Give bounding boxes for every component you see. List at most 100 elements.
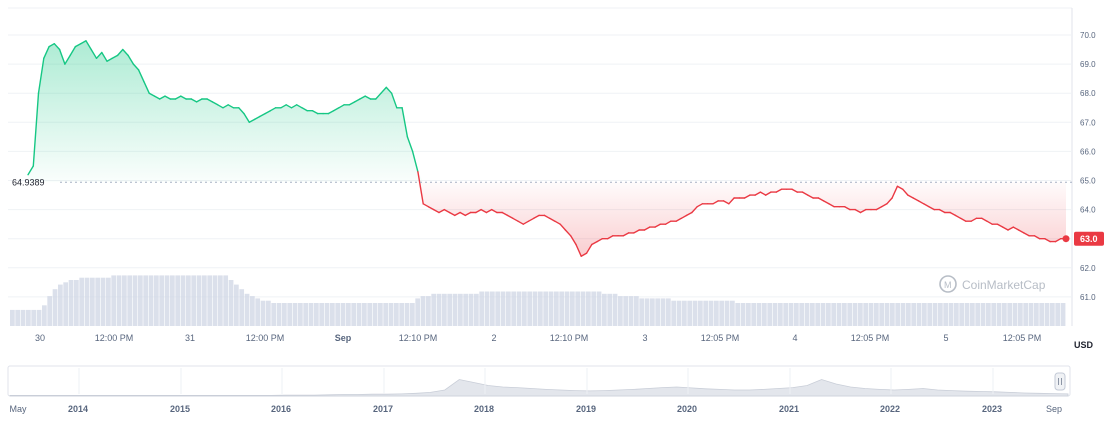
volume-bar: [815, 303, 821, 326]
price-segment: [243, 112, 251, 124]
price-segment: [996, 223, 1004, 228]
volume-bar: [964, 303, 970, 326]
price-segment: [354, 98, 361, 103]
x-tick-label: 5: [943, 333, 948, 343]
volume-bar: [36, 309, 42, 326]
price-segment: [385, 86, 393, 94]
volume-bar: [772, 303, 778, 326]
volume-bar: [276, 303, 282, 326]
price-segment: [422, 203, 430, 208]
price-segment: [111, 54, 119, 59]
time-navigator[interactable]: May 2014 2015 2016 2017 2018 2019 2020 2021 2022 2…: [7, 365, 1071, 414]
volume-bar: [319, 303, 325, 326]
price-segment: [32, 92, 40, 167]
volume-bar: [303, 303, 309, 326]
volume-bar: [484, 291, 490, 326]
volume-bar: [580, 291, 586, 326]
volume-bar: [164, 275, 170, 326]
volume-bar: [436, 293, 442, 326]
currency-label: USD: [1074, 340, 1094, 350]
volume-bar: [596, 291, 602, 326]
area-below-reference: [28, 182, 1066, 257]
price-segment: [164, 95, 172, 100]
price-segment: [896, 185, 904, 190]
navigator-handle[interactable]: [1054, 372, 1066, 391]
volume-bar: [298, 303, 303, 326]
volume-bar: [159, 275, 165, 326]
volume-bar: [703, 300, 709, 326]
x-tick-label: 12:00 PM: [246, 333, 285, 343]
volume-bar: [810, 303, 815, 326]
price-segment: [580, 252, 588, 257]
volume-bar: [138, 275, 143, 326]
price-segment: [548, 217, 556, 222]
volume-bar: [714, 300, 719, 326]
price-segment: [981, 217, 988, 222]
price-segment: [443, 208, 451, 214]
price-segment: [765, 191, 772, 196]
volume-bar: [932, 303, 938, 326]
volume-bar: [458, 293, 463, 326]
price-segment: [759, 191, 767, 196]
volume-bar: [367, 303, 373, 326]
volume-bar: [10, 309, 15, 326]
price-segment: [743, 194, 751, 199]
volume-bar: [602, 293, 607, 326]
volume-bar: [63, 282, 69, 326]
price-segment: [433, 208, 440, 214]
volume-bar: [879, 303, 885, 326]
price-segment: [53, 43, 61, 51]
volume-bar: [223, 275, 229, 326]
volume-bar: [500, 291, 506, 326]
volume-bar: [948, 303, 954, 326]
price-segment: [79, 40, 87, 45]
volume-bar: [628, 296, 634, 326]
volume-bar: [58, 284, 63, 326]
price-segment: [101, 51, 108, 62]
volume-bar: [698, 300, 703, 326]
volume-bar: [234, 284, 239, 326]
price-segment: [206, 98, 214, 103]
price-segment: [986, 220, 993, 225]
price-segment: [48, 43, 55, 48]
volume-bar: [1034, 303, 1039, 326]
volume-bar: [906, 303, 911, 326]
price-segment: [722, 200, 730, 205]
y-tick-label: 66.0: [1080, 147, 1096, 156]
price-segment: [622, 232, 630, 237]
price-segment: [917, 200, 925, 205]
x-tick-label: Sep: [335, 333, 352, 343]
volume-bar: [708, 300, 714, 326]
volume-bar: [719, 300, 725, 326]
volume-bar: [410, 303, 415, 326]
volume-bar: [100, 277, 106, 326]
volume-bar: [756, 303, 762, 326]
volume-bar: [15, 309, 21, 326]
volume-bar: [180, 275, 186, 326]
volume-bar: [1050, 303, 1055, 326]
volume-bar: [634, 296, 639, 326]
volume-bar: [511, 291, 517, 326]
volume-bar: [820, 303, 826, 326]
volume-bar: [788, 303, 794, 326]
price-segment: [928, 205, 935, 211]
price-segment: [338, 104, 345, 109]
volume-bar: [911, 303, 917, 326]
volume-bar: [644, 298, 650, 326]
y-tick-label: 68.0: [1080, 89, 1096, 98]
price-segment: [654, 223, 661, 228]
price-segment: [1033, 235, 1041, 240]
price-segment: [417, 171, 424, 205]
price-segment: [64, 54, 71, 65]
navigator-area: [9, 379, 1069, 397]
price-segment: [359, 95, 366, 100]
price-segment: [680, 214, 688, 220]
price-segment: [211, 101, 219, 106]
volume-bar: [847, 303, 853, 326]
volume-bar: [116, 275, 122, 326]
price-segment: [106, 57, 114, 62]
volume-bar: [831, 303, 837, 326]
price-segment: [401, 107, 409, 138]
